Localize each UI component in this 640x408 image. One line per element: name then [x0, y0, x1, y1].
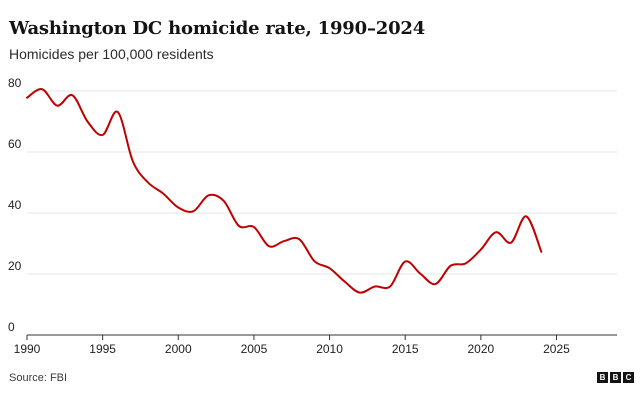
x-tick-label: 1995	[89, 342, 116, 356]
data-point	[253, 226, 255, 228]
y-tick-label: 0	[8, 320, 15, 334]
data-point	[41, 88, 43, 90]
bbc-logo: B B C	[597, 372, 634, 383]
source-note: Source: FBI	[9, 372, 68, 384]
data-point	[374, 286, 376, 288]
y-tick-label: 20	[8, 259, 22, 273]
x-tick-label: 2005	[241, 342, 268, 356]
x-tick-label: 2020	[467, 342, 494, 356]
series-line	[26, 88, 543, 294]
x-tick-label: 1990	[14, 342, 41, 356]
data-point	[298, 238, 300, 240]
gridlines	[27, 90, 617, 336]
data-points	[26, 88, 542, 293]
data-point	[434, 283, 436, 285]
chart-subtitle: Homicides per 100,000 residents	[9, 46, 214, 62]
data-point	[389, 286, 391, 288]
logo-letter: B	[610, 372, 621, 383]
data-point	[71, 94, 73, 96]
data-point	[208, 194, 210, 196]
data-point	[525, 215, 527, 217]
y-tick-label: 80	[8, 76, 22, 90]
data-point	[419, 273, 421, 275]
data-point	[26, 97, 28, 99]
data-point	[56, 105, 58, 107]
data-point	[450, 265, 452, 267]
data-point	[132, 160, 134, 162]
data-point	[359, 292, 361, 294]
data-point	[87, 121, 89, 123]
logo-letter: B	[597, 372, 608, 383]
data-point	[495, 231, 497, 233]
data-point	[510, 242, 512, 244]
data-point	[102, 134, 104, 136]
chart-title: Washington DC homicide rate, 1990–2024	[9, 18, 426, 39]
y-tick-label: 40	[8, 198, 22, 212]
data-point	[162, 192, 164, 194]
data-point	[223, 200, 225, 202]
data-point	[404, 260, 406, 262]
data-point	[177, 207, 179, 209]
data-point	[480, 249, 482, 251]
x-tick-label: 2010	[316, 342, 343, 356]
data-point	[329, 267, 331, 269]
data-point	[283, 240, 285, 242]
data-point	[465, 262, 467, 264]
data-point	[540, 251, 542, 253]
y-tick-label: 60	[8, 137, 22, 151]
data-point	[313, 260, 315, 262]
logo-letter: C	[623, 372, 634, 383]
x-axis-ticks: 1990 1995 2000 2005 2010 2015 2020 2025	[14, 335, 570, 356]
data-point	[192, 210, 194, 212]
data-point	[117, 111, 119, 113]
series-layer	[26, 88, 543, 294]
x-tick-label: 2000	[165, 342, 192, 356]
data-point	[238, 225, 240, 227]
data-point	[147, 182, 149, 184]
x-tick-label: 2025	[543, 342, 570, 356]
data-point	[344, 281, 346, 283]
y-axis-ticks: 0 20 40 60 80	[8, 76, 22, 334]
line-chart: 0 20 40 60 80 1990 1995 2000 2005 2010 2015 2020 20…	[8, 76, 617, 356]
x-tick-label: 2015	[392, 342, 419, 356]
data-point	[268, 245, 270, 247]
